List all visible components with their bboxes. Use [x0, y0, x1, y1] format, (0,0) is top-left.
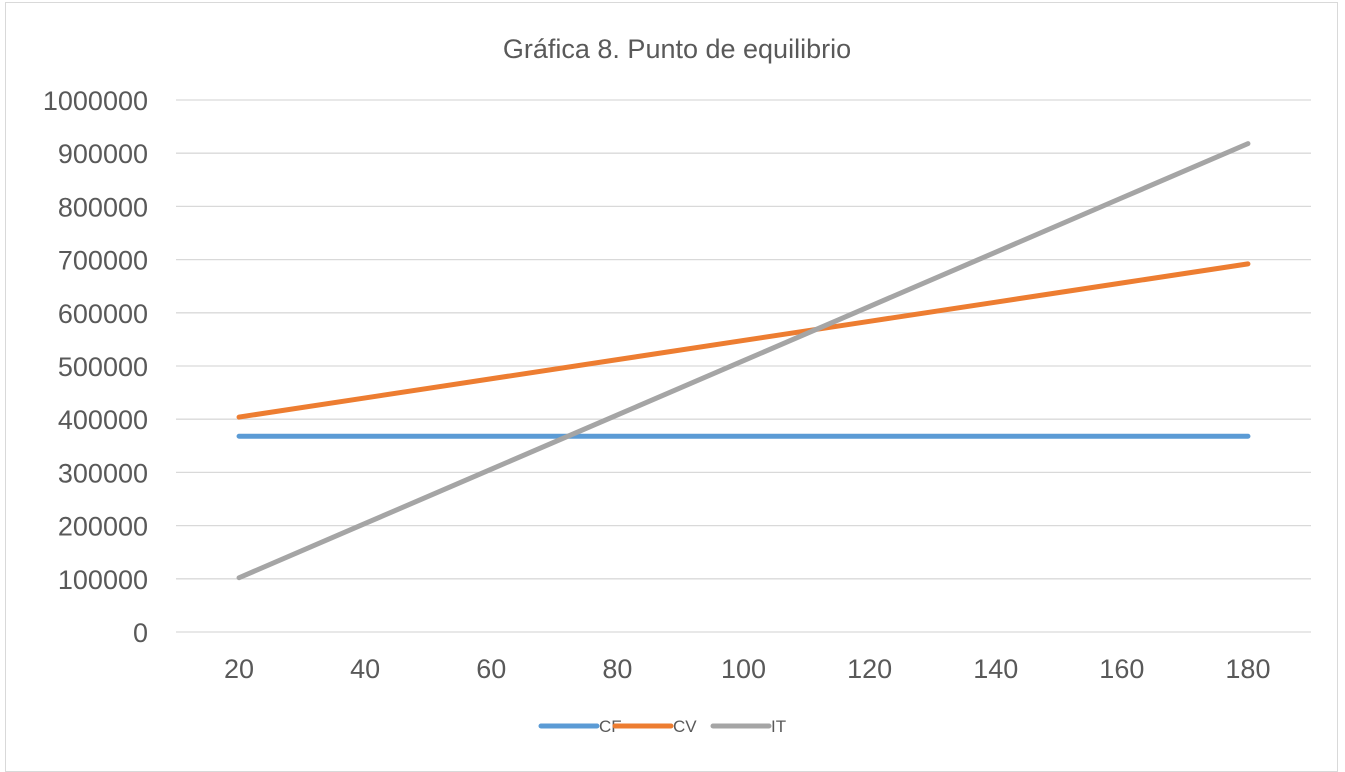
series-line-it	[236, 141, 1251, 581]
y-tick-label: 300000	[58, 458, 148, 488]
series-line-cv	[236, 261, 1251, 420]
legend-label-it: IT	[771, 717, 786, 736]
y-tick-label: 700000	[58, 246, 148, 276]
legend: CF CV IT	[538, 717, 786, 736]
legend-label-cv: CV	[673, 717, 697, 736]
x-tick-label: 120	[847, 654, 892, 684]
chart-title: Gráfica 8. Punto de equilibrio	[503, 34, 851, 64]
y-tick-label: 0	[133, 618, 148, 648]
x-tick-label: 160	[1099, 654, 1144, 684]
y-axis-ticks: 0 100000 200000 300000 400000 500000 600000 700…	[43, 86, 148, 648]
series-layer	[236, 141, 1251, 581]
x-tick-label: 100	[721, 654, 766, 684]
y-tick-label: 1000000	[43, 86, 148, 116]
legend-label-cf: CF	[599, 717, 622, 736]
x-tick-label: 60	[476, 654, 506, 684]
grid-layer	[176, 99, 1311, 633]
y-tick-label: 800000	[58, 192, 148, 222]
x-tick-label: 180	[1225, 654, 1270, 684]
y-tick-label: 600000	[58, 299, 148, 329]
x-tick-label: 80	[602, 654, 632, 684]
x-axis-ticks: 20 40 60 80 100 120 140 160 180	[224, 654, 1270, 684]
x-tick-label: 140	[973, 654, 1018, 684]
x-tick-label: 40	[350, 654, 380, 684]
x-tick-label: 20	[224, 654, 254, 684]
y-tick-label: 400000	[58, 405, 148, 435]
y-tick-label: 500000	[58, 352, 148, 382]
chart-svg: Gráfica 8. Punto de equilibrio 0 100000 20…	[43, 34, 1311, 736]
y-tick-label: 200000	[58, 512, 148, 542]
y-tick-label: 900000	[58, 139, 148, 169]
y-tick-label: 100000	[58, 565, 148, 595]
chart-frame: Gráfica 8. Punto de equilibrio 0 100000 20…	[5, 2, 1338, 772]
